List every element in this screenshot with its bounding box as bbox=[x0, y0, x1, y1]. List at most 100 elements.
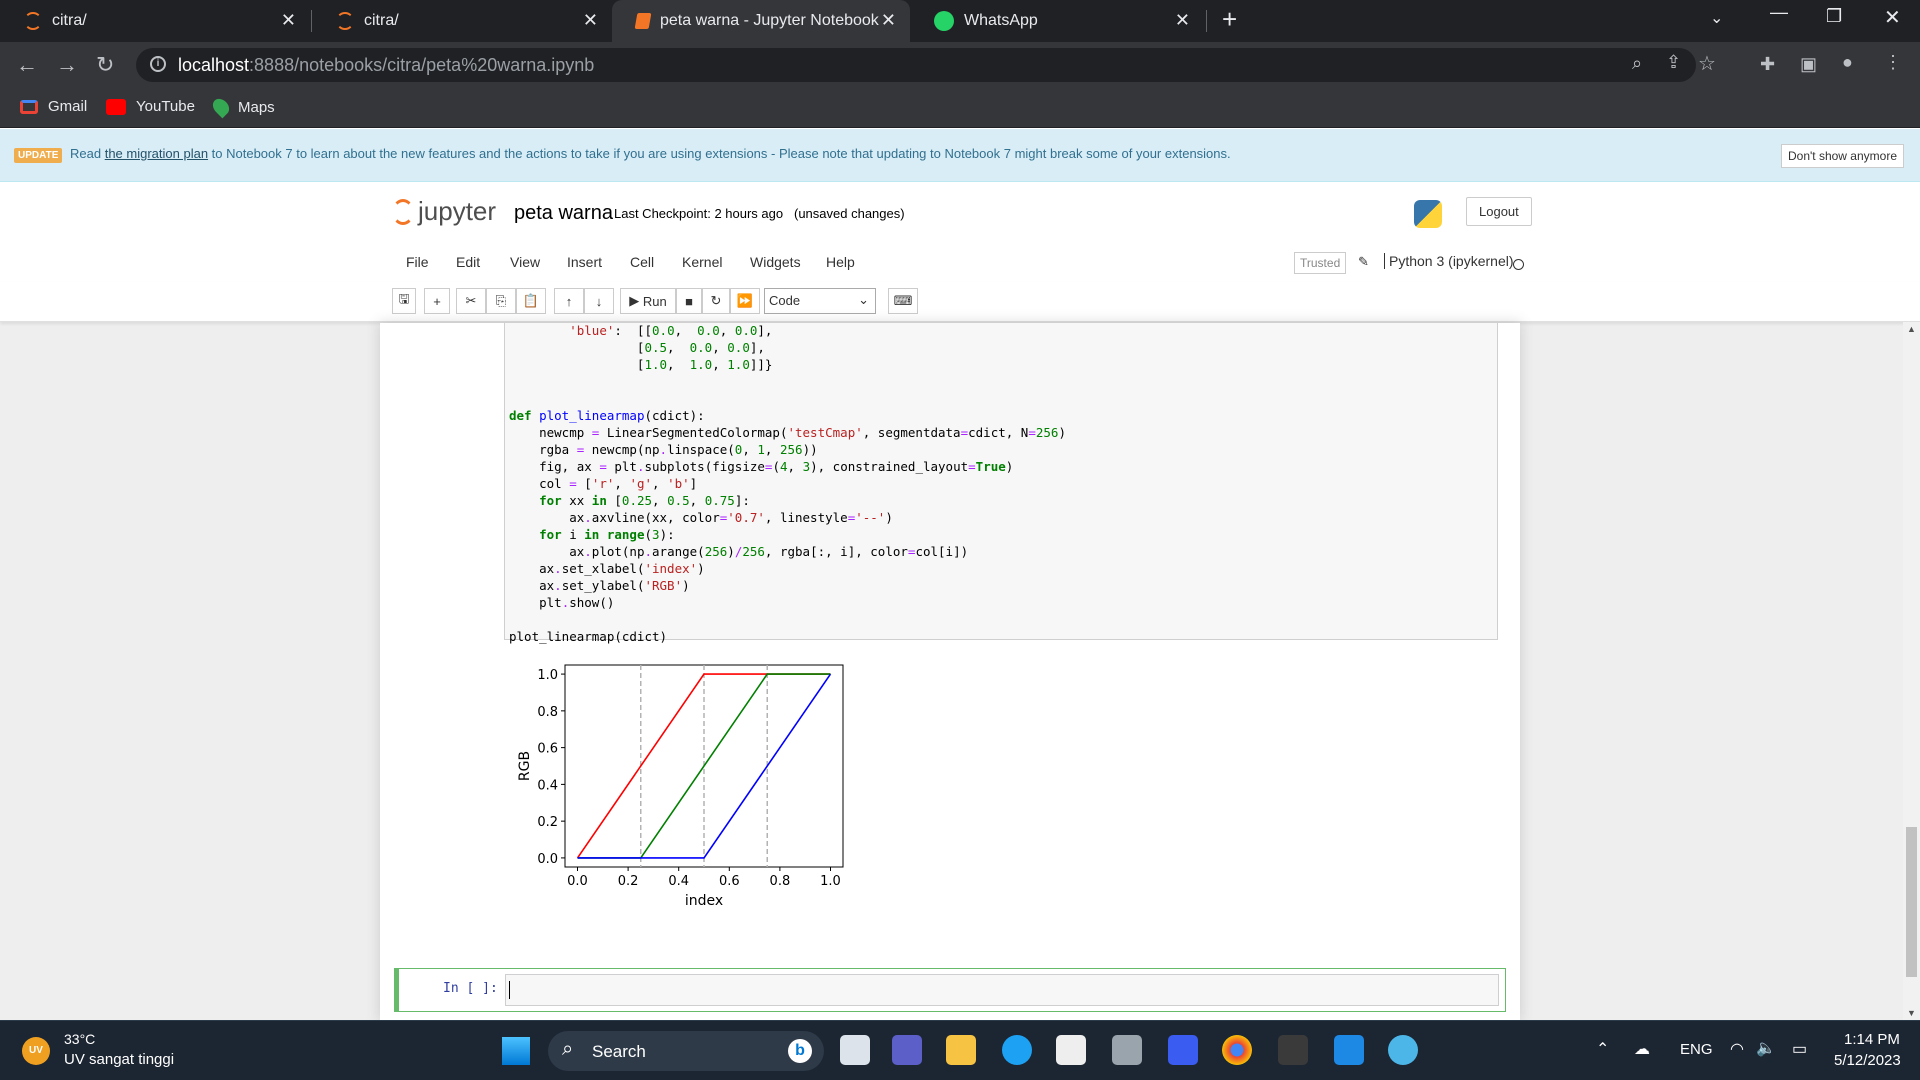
scrollbar-thumb[interactable] bbox=[1906, 827, 1917, 977]
jupyter-logo[interactable]: jupyter bbox=[392, 196, 496, 227]
tab-citra-2[interactable]: citra/ ✕ bbox=[312, 0, 612, 42]
profile-icon[interactable]: ● bbox=[1842, 52, 1853, 72]
keyboard-icon[interactable]: ⌨ bbox=[888, 288, 918, 314]
run-button[interactable]: ▶ Run bbox=[620, 288, 676, 314]
extensions-icon[interactable]: ✚ bbox=[1760, 54, 1776, 74]
terminal-icon[interactable] bbox=[1278, 1035, 1308, 1065]
dont-show-anymore-button[interactable]: Don't show anymore bbox=[1780, 144, 1904, 168]
migration-plan-link[interactable]: the migration plan bbox=[104, 146, 209, 161]
menu-cell[interactable]: Cell bbox=[630, 254, 655, 270]
clock-date[interactable]: 5/12/2023 bbox=[1834, 1052, 1901, 1069]
language-indicator[interactable]: ENG bbox=[1680, 1041, 1713, 1058]
restore-icon[interactable]: ❐ bbox=[1826, 6, 1843, 26]
battery-icon[interactable]: ▭ bbox=[1792, 1041, 1808, 1058]
reload-icon[interactable]: ↻ bbox=[96, 52, 115, 77]
notebook-name[interactable]: peta warna bbox=[514, 202, 613, 224]
cell-type-select[interactable]: Code ⌄ bbox=[764, 288, 876, 314]
taskbar-search[interactable]: ⌕ Search b bbox=[548, 1031, 824, 1071]
forward-icon[interactable]: → bbox=[56, 52, 78, 77]
bookmark-youtube[interactable]: YouTube bbox=[106, 98, 195, 115]
onedrive-icon[interactable]: ☁ bbox=[1634, 1041, 1650, 1058]
zoom-icon[interactable]: ⌕ bbox=[1632, 53, 1643, 73]
play-icon: ▶ bbox=[629, 293, 643, 308]
interrupt-icon[interactable]: ■ bbox=[676, 288, 702, 314]
site-info-icon[interactable]: i bbox=[150, 56, 166, 72]
clock-time[interactable]: 1:14 PM bbox=[1844, 1031, 1900, 1048]
back-icon[interactable]: ← bbox=[16, 52, 38, 77]
trusted-indicator[interactable]: Trusted bbox=[1294, 252, 1347, 274]
search-icon: ⌕ bbox=[562, 1038, 574, 1060]
volume-icon[interactable]: 🔈 bbox=[1756, 1040, 1776, 1057]
input-prompt: In [ ]: bbox=[443, 981, 498, 996]
page-scrollbar[interactable]: ▲ ▼ bbox=[1903, 322, 1920, 1020]
bookmark-star-icon[interactable]: ☆ bbox=[1698, 53, 1716, 75]
side-panel-icon[interactable]: ▣ bbox=[1800, 54, 1818, 74]
y-axis-label: RGB bbox=[517, 751, 533, 781]
windows-taskbar: UV 33°C UV sangat tinggi ⌕ Search b ⌃ ☁ … bbox=[0, 1020, 1920, 1080]
chevron-down-icon: ⌄ bbox=[858, 292, 869, 307]
menu-edit[interactable]: Edit bbox=[456, 254, 481, 270]
cell-input-editor[interactable] bbox=[505, 974, 1499, 1006]
store-icon[interactable] bbox=[1056, 1035, 1086, 1065]
notepad-icon[interactable] bbox=[1334, 1035, 1364, 1065]
scroll-up-icon[interactable]: ▲ bbox=[1907, 324, 1916, 334]
jupyter-wordmark: jupyter bbox=[418, 196, 497, 226]
tab-citra-1[interactable]: citra/ ✕ bbox=[0, 0, 310, 42]
empty-code-cell[interactable]: In [ ]: bbox=[394, 968, 1506, 1012]
x-tick-label: 0.4 bbox=[668, 874, 689, 889]
close-tab-icon[interactable]: ✕ bbox=[880, 10, 896, 30]
edit-pencil-icon[interactable]: ✎ bbox=[1358, 254, 1369, 269]
text-cursor bbox=[509, 981, 510, 999]
paint-icon[interactable] bbox=[1388, 1035, 1418, 1065]
share-icon[interactable]: ⇪ bbox=[1666, 52, 1682, 72]
insert-cell-icon[interactable]: + bbox=[424, 288, 450, 314]
tab-search-chevron-icon[interactable]: ⌄ bbox=[1710, 10, 1724, 27]
new-tab-icon[interactable]: + bbox=[1222, 4, 1238, 34]
scroll-down-icon[interactable]: ▼ bbox=[1907, 1008, 1916, 1018]
save-icon[interactable]: 🖫 bbox=[392, 288, 416, 314]
logout-button[interactable]: Logout bbox=[1466, 197, 1532, 226]
menu-help[interactable]: Help bbox=[826, 254, 855, 270]
tab-whatsapp[interactable]: WhatsApp ✕ bbox=[910, 0, 1204, 42]
tab-peta-warna[interactable]: peta warna - Jupyter Notebook ✕ bbox=[612, 0, 910, 42]
wifi-icon[interactable]: ◠ bbox=[1730, 1041, 1744, 1058]
menu-kernel[interactable]: Kernel bbox=[682, 254, 723, 270]
teams-chat-icon[interactable] bbox=[892, 1035, 922, 1065]
move-up-icon[interactable]: ↑ bbox=[554, 288, 584, 314]
code-editor-icon[interactable] bbox=[1168, 1035, 1198, 1065]
y-tick-label: 0.0 bbox=[537, 852, 558, 867]
close-tab-icon[interactable]: ✕ bbox=[1174, 10, 1190, 30]
close-tab-icon[interactable]: ✕ bbox=[582, 10, 598, 30]
bookmark-maps[interactable]: Maps bbox=[209, 95, 275, 119]
cut-icon[interactable]: ✂ bbox=[456, 288, 486, 314]
menu-insert[interactable]: Insert bbox=[567, 254, 603, 270]
minimize-icon[interactable]: — bbox=[1770, 2, 1788, 22]
browser-menu-icon[interactable]: ⋮ bbox=[1884, 52, 1902, 72]
start-icon[interactable] bbox=[502, 1037, 530, 1065]
restart-run-all-icon[interactable]: ⏩ bbox=[730, 288, 760, 314]
menu-view[interactable]: View bbox=[510, 254, 541, 270]
copy-icon[interactable]: ⎘ bbox=[486, 288, 516, 314]
y-tick-label: 0.6 bbox=[537, 742, 558, 757]
close-window-icon[interactable]: ✕ bbox=[1884, 7, 1901, 29]
edge-icon[interactable] bbox=[1002, 1035, 1032, 1065]
unity-icon[interactable] bbox=[1112, 1035, 1142, 1065]
menu-file[interactable]: File bbox=[406, 254, 429, 270]
bookmarks-bar: Gmail YouTube Maps bbox=[0, 88, 1920, 128]
update-banner: UPDATE Read the migration plan to Notebo… bbox=[0, 129, 1920, 182]
restart-icon[interactable]: ↻ bbox=[702, 288, 730, 314]
close-tab-icon[interactable]: ✕ bbox=[280, 10, 296, 30]
code-cell-editor[interactable]: 'blue': [[0.0, 0.0, 0.0], [0.5, 0.0, 0.0… bbox=[504, 323, 1498, 644]
y-tick-label: 0.2 bbox=[537, 815, 558, 830]
task-view-icon[interactable] bbox=[840, 1035, 870, 1065]
paste-icon[interactable]: 📋 bbox=[516, 288, 546, 314]
kernel-name[interactable]: Python 3 (ipykernel) bbox=[1384, 253, 1514, 269]
address-bar[interactable]: i localhost:8888/notebooks/citra/peta%20… bbox=[136, 48, 1716, 82]
bookmark-gmail[interactable]: Gmail bbox=[20, 98, 87, 115]
move-down-icon[interactable]: ↓ bbox=[584, 288, 614, 314]
chrome-icon[interactable] bbox=[1222, 1035, 1252, 1065]
file-explorer-icon[interactable] bbox=[946, 1035, 976, 1065]
bookmark-label: Maps bbox=[238, 98, 275, 116]
show-hidden-icons-icon[interactable]: ⌃ bbox=[1596, 1041, 1610, 1058]
menu-widgets[interactable]: Widgets bbox=[750, 254, 801, 270]
